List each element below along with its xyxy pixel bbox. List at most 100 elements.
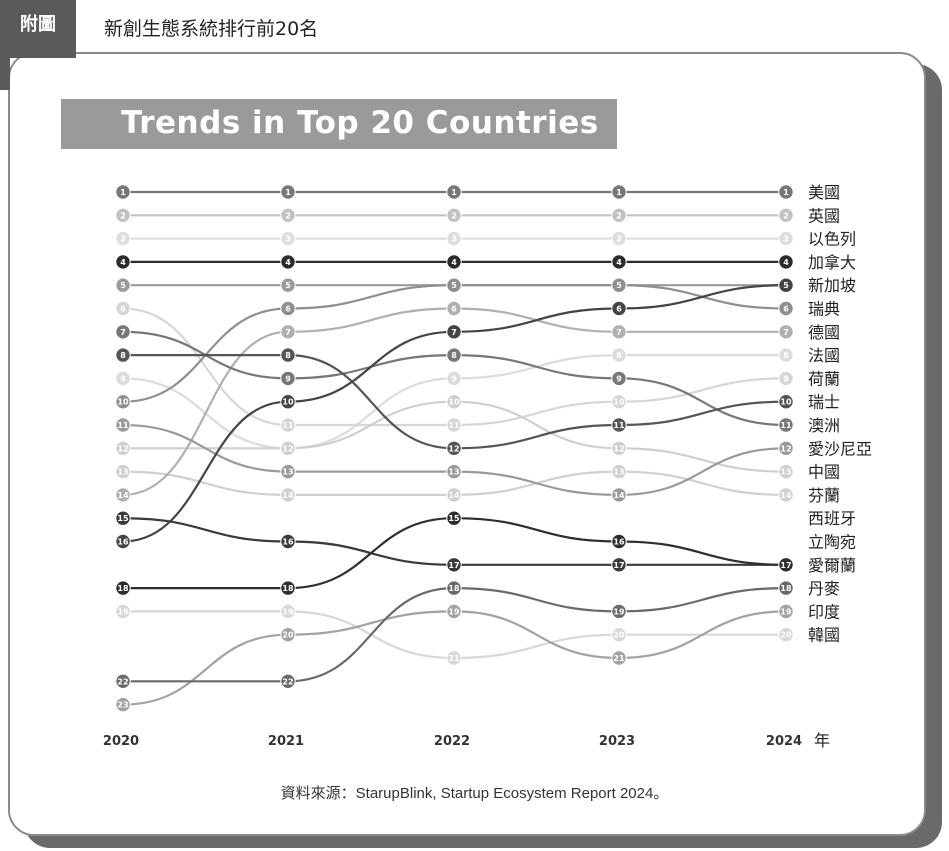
rank-dot bbox=[280, 533, 296, 550]
rank-marker: 5 bbox=[611, 277, 627, 293]
rank-dot bbox=[778, 487, 794, 503]
country-label: 德國 bbox=[808, 323, 840, 342]
rank-dot bbox=[115, 673, 131, 689]
rank-marker: 3 bbox=[611, 230, 627, 247]
rank-dot bbox=[778, 277, 794, 293]
rank-dot bbox=[611, 603, 627, 620]
rank-dot bbox=[280, 277, 296, 293]
rank-number: 6 bbox=[783, 305, 789, 314]
rank-dot bbox=[280, 370, 296, 387]
rank-number: 21 bbox=[448, 654, 460, 663]
rank-number: 20 bbox=[780, 631, 792, 640]
rank-dot bbox=[115, 417, 131, 433]
rank-marker: 12 bbox=[280, 440, 296, 456]
rank-dot bbox=[280, 627, 296, 643]
rank-number: 5 bbox=[120, 281, 126, 290]
rank-number: 18 bbox=[282, 584, 294, 593]
rank-dot bbox=[280, 580, 296, 596]
rank-number: 18 bbox=[448, 584, 460, 593]
rank-marker: 7 bbox=[778, 324, 794, 340]
rank-number: 2 bbox=[285, 211, 291, 220]
rank-number: 6 bbox=[120, 305, 126, 314]
rank-marker: 19 bbox=[115, 603, 131, 620]
rank-marker: 22 bbox=[280, 673, 296, 689]
rank-number: 1 bbox=[451, 188, 457, 197]
rank-dot bbox=[611, 277, 627, 293]
rank-marker: 20 bbox=[778, 627, 794, 643]
rank-dot bbox=[115, 603, 131, 620]
country-label: 愛沙尼亞 bbox=[808, 439, 872, 458]
rank-dot bbox=[115, 463, 131, 480]
rank-number: 6 bbox=[451, 305, 457, 314]
rank-dot bbox=[778, 603, 794, 620]
series-line-17 bbox=[122, 517, 787, 590]
rank-number: 4 bbox=[285, 258, 291, 267]
country-label: 美國 bbox=[808, 183, 840, 202]
rank-marker: 6 bbox=[611, 300, 627, 317]
rank-dot bbox=[778, 207, 794, 224]
rank-number: 3 bbox=[783, 235, 789, 244]
rank-marker: 8 bbox=[446, 347, 462, 363]
rank-dot bbox=[280, 487, 296, 503]
rank-number: 3 bbox=[616, 235, 622, 244]
country-label: 新加坡 bbox=[808, 276, 856, 295]
rank-number: 15 bbox=[448, 514, 460, 523]
rank-dot bbox=[446, 324, 462, 340]
rank-dot bbox=[115, 394, 131, 410]
rank-dot bbox=[115, 487, 131, 503]
rank-dot bbox=[611, 394, 627, 410]
rank-marker: 11 bbox=[280, 417, 296, 433]
country-label: 愛爾蘭 bbox=[808, 556, 856, 575]
rank-number: 22 bbox=[117, 677, 128, 686]
rank-dot bbox=[115, 207, 131, 224]
rank-marker: 20 bbox=[280, 627, 296, 643]
rank-number: 8 bbox=[285, 351, 291, 360]
rank-number: 18 bbox=[117, 584, 129, 593]
rank-dot bbox=[611, 463, 627, 480]
rank-marker: 2 bbox=[280, 207, 296, 224]
rank-marker: 8 bbox=[778, 347, 794, 363]
rank-number: 9 bbox=[451, 374, 457, 383]
rank-dot bbox=[115, 533, 131, 550]
x-tick-label: 2020 bbox=[103, 734, 139, 749]
rank-number: 4 bbox=[451, 258, 457, 267]
rank-number: 13 bbox=[448, 468, 459, 477]
rank-number: 19 bbox=[117, 607, 129, 616]
rank-marker: 10 bbox=[280, 394, 296, 410]
series-line-11 bbox=[122, 423, 787, 497]
rank-marker: 3 bbox=[115, 230, 131, 247]
rank-dot bbox=[778, 230, 794, 247]
rank-dot bbox=[280, 603, 296, 620]
rank-dot bbox=[446, 254, 462, 270]
rank-dot bbox=[280, 347, 296, 363]
rank-dot bbox=[778, 627, 794, 643]
rank-dot bbox=[446, 230, 462, 247]
rank-marker: 22 bbox=[115, 673, 131, 689]
rank-marker: 13 bbox=[446, 463, 462, 480]
rank-marker: 1 bbox=[446, 184, 462, 200]
rank-marker: 9 bbox=[778, 370, 794, 387]
rank-number: 10 bbox=[117, 398, 129, 407]
rank-dot bbox=[778, 324, 794, 340]
rank-number: 21 bbox=[613, 654, 625, 663]
country-label: 荷蘭 bbox=[808, 369, 840, 388]
rank-dot bbox=[115, 300, 131, 317]
rank-marker: 8 bbox=[280, 347, 296, 363]
chart-title-banner: Trends in Top 20 Countries bbox=[61, 99, 617, 149]
rank-marker: 16 bbox=[280, 533, 296, 550]
rank-marker: 11 bbox=[611, 417, 627, 433]
rank-number: 14 bbox=[282, 491, 294, 500]
rank-dot bbox=[611, 557, 627, 573]
rank-number: 1 bbox=[285, 188, 291, 197]
rank-number: 1 bbox=[616, 188, 622, 197]
rank-marker: 1 bbox=[115, 184, 131, 200]
rank-number: 23 bbox=[117, 701, 128, 710]
rank-dot bbox=[446, 207, 462, 224]
rank-marker: 6 bbox=[778, 300, 794, 317]
chart-title: Trends in Top 20 Countries bbox=[121, 105, 599, 141]
rank-marker: 13 bbox=[611, 463, 627, 480]
x-tick-label: 2021 bbox=[268, 734, 304, 749]
series-line-12 bbox=[123, 400, 787, 473]
rank-marker: 8 bbox=[611, 347, 627, 363]
rank-marker: 13 bbox=[778, 463, 794, 480]
